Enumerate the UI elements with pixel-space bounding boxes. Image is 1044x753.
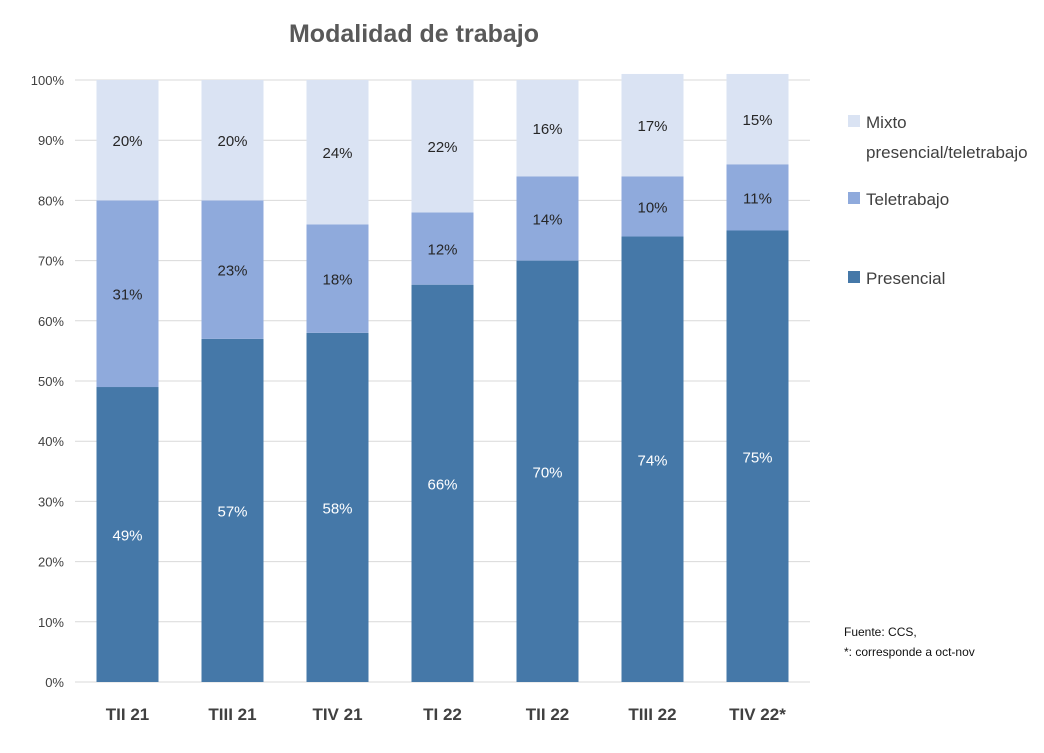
x-category-label: TIV 22* bbox=[729, 705, 786, 724]
data-label: 20% bbox=[112, 133, 142, 150]
data-label: 18% bbox=[322, 272, 352, 289]
y-tick-label: 20% bbox=[38, 555, 64, 570]
y-tick-label: 30% bbox=[38, 494, 64, 509]
bars bbox=[96, 73, 789, 682]
bar-segment bbox=[306, 80, 369, 225]
y-tick-label: 90% bbox=[38, 133, 64, 148]
legend-swatch bbox=[848, 115, 860, 127]
x-category-label: TII 22 bbox=[526, 705, 569, 724]
data-label: 75% bbox=[742, 449, 772, 466]
bar-segment bbox=[201, 200, 264, 339]
data-label: 17% bbox=[637, 118, 667, 135]
legend-label: Teletrabajo bbox=[866, 190, 949, 209]
bar-segment bbox=[411, 80, 474, 213]
chart-title: Modalidad de trabajo bbox=[289, 20, 539, 48]
bar-segment bbox=[96, 387, 159, 682]
data-label: 10% bbox=[637, 199, 667, 216]
y-tick-label: 40% bbox=[38, 434, 64, 449]
legend: Mixto presencial/teletrabajo Teletrabajo Pr… bbox=[848, 113, 1028, 288]
bar-segment bbox=[96, 80, 159, 201]
data-label: 57% bbox=[217, 503, 247, 520]
bar-segment bbox=[411, 212, 474, 285]
bar-segment bbox=[516, 176, 579, 261]
source-note-line: *: corresponde a oct-nov bbox=[844, 645, 975, 659]
y-tick-label: 70% bbox=[38, 254, 64, 269]
bar-segment bbox=[621, 236, 684, 682]
x-category-label: TI 22 bbox=[423, 705, 462, 724]
legend-label: Mixto bbox=[866, 113, 907, 132]
y-axis-ticks: 0% 10% 20% 30% 40% 50% 60% 70% 80% 90% 100% bbox=[31, 73, 65, 690]
data-label: 66% bbox=[427, 476, 457, 493]
data-label: 23% bbox=[217, 263, 247, 280]
data-label: 49% bbox=[112, 528, 142, 545]
data-label: 11% bbox=[743, 190, 772, 207]
bar-segment bbox=[201, 80, 264, 201]
y-tick-label: 60% bbox=[38, 314, 64, 329]
bar-segment bbox=[306, 224, 369, 333]
data-label: 20% bbox=[217, 133, 247, 150]
bar-segment bbox=[726, 230, 789, 682]
source-note: Fuente: CCS, *: corresponde a oct-nov bbox=[844, 625, 975, 659]
x-category-label: TII 21 bbox=[106, 705, 149, 724]
y-tick-label: 100% bbox=[31, 73, 65, 88]
x-category-label: TIV 21 bbox=[312, 705, 362, 724]
bar-segment bbox=[621, 176, 684, 237]
bar-segment bbox=[96, 200, 159, 388]
legend-swatch bbox=[848, 271, 860, 283]
bar-segment bbox=[201, 338, 264, 682]
data-labels: 49% 31% 20% 57% 23% 20% 58% 18% 24% 66% 12% 22% 70% 1… bbox=[112, 112, 772, 544]
data-label: 16% bbox=[532, 121, 562, 138]
bar-segment bbox=[516, 80, 579, 177]
data-label: 14% bbox=[532, 211, 562, 228]
data-label: 22% bbox=[427, 139, 457, 156]
data-label: 12% bbox=[427, 242, 457, 259]
source-note-line: Fuente: CCS, bbox=[844, 625, 917, 639]
bar-segment bbox=[726, 73, 789, 165]
bar-segment bbox=[306, 332, 369, 682]
legend-swatch bbox=[848, 192, 860, 204]
data-label: 31% bbox=[112, 287, 142, 304]
y-tick-label: 50% bbox=[38, 374, 64, 389]
legend-label: presencial/teletrabajo bbox=[866, 143, 1028, 162]
bar-segment bbox=[726, 164, 789, 231]
bar-segment bbox=[516, 260, 579, 682]
legend-label: Presencial bbox=[866, 269, 945, 288]
x-category-label: TIII 22 bbox=[628, 705, 676, 724]
data-label: 58% bbox=[322, 500, 352, 517]
data-label: 24% bbox=[322, 145, 352, 162]
x-category-label: TIII 21 bbox=[208, 705, 256, 724]
x-axis-categories: TII 21 TIII 21 TIV 21 TI 22 TII 22 TIII 22 TIV… bbox=[106, 705, 786, 724]
bar-segment bbox=[411, 284, 474, 682]
data-label: 15% bbox=[742, 112, 772, 129]
data-label: 70% bbox=[532, 464, 562, 481]
y-tick-label: 10% bbox=[38, 615, 64, 630]
data-label: 74% bbox=[637, 452, 667, 469]
bar-segment bbox=[621, 73, 684, 177]
y-tick-label: 0% bbox=[45, 675, 64, 690]
y-tick-label: 80% bbox=[38, 193, 64, 208]
